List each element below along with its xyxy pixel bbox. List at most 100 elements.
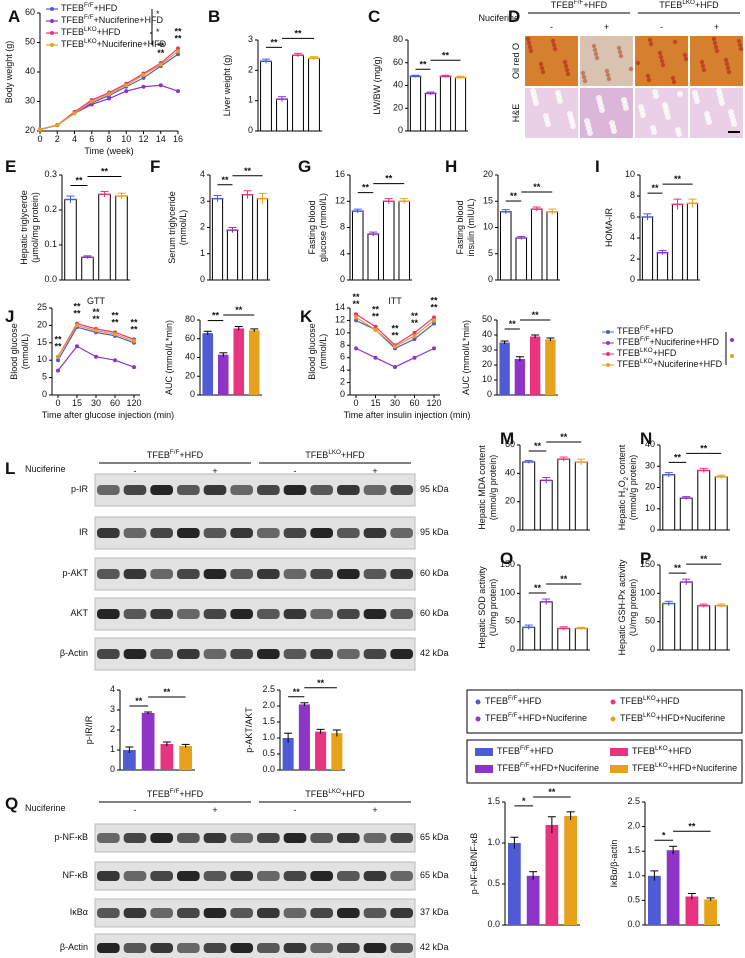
blot-band [230, 485, 253, 495]
x-tick-label: 0 [353, 398, 358, 408]
bar [679, 581, 693, 651]
blot-band [123, 833, 147, 843]
bar [64, 199, 77, 281]
row-label: p-IR [71, 484, 89, 494]
y-axis-label: Liver weight (g) [222, 55, 232, 117]
y-tick-label: 12 [335, 196, 345, 206]
y-tick-label: 60 [393, 57, 403, 67]
blot-band [283, 943, 307, 953]
blot-band [363, 871, 387, 881]
y-axis-label: (U/mg protein) [628, 579, 638, 637]
significance-label: ** [235, 305, 243, 315]
significance-label: ** [560, 574, 568, 584]
row-label: p-AKT [62, 568, 88, 578]
significance-label: ** [534, 583, 542, 593]
histology-texture [605, 72, 611, 78]
y-tick-label: 0 [340, 274, 345, 284]
blot-band [150, 569, 173, 579]
y-axis-label: Hepatic triglycerde [19, 190, 29, 265]
series-point [124, 89, 129, 94]
bar [439, 75, 452, 132]
bar [115, 195, 128, 281]
y-tick-label: 0.5 [262, 748, 275, 758]
y-tick-label: 0 [487, 389, 492, 399]
blot-band [283, 908, 307, 918]
legend-label: TFEBF/F+HFD [61, 2, 118, 13]
significance-label: ** [430, 296, 438, 306]
series-point [412, 333, 417, 338]
blot-band [337, 649, 360, 659]
y-tick-label: 20 [185, 371, 195, 381]
bar [424, 92, 437, 132]
series-point [393, 344, 397, 349]
histology-texture [683, 56, 689, 62]
panel-letter: A [8, 7, 20, 26]
significance-label: ** [54, 335, 62, 345]
x-axis-label: Time (week) [84, 146, 133, 156]
size-label: 42 kDa [420, 942, 449, 952]
blot-band [150, 485, 173, 495]
legend-label: TFEBF/F+HFD [485, 695, 542, 706]
y-axis-label: p-IR/IR [84, 715, 94, 744]
blot-band [97, 871, 120, 881]
y-tick-label: 40 [482, 329, 492, 339]
blot-band [230, 569, 253, 579]
series-point [373, 355, 378, 360]
blot-band [203, 649, 227, 659]
blot-band [390, 908, 413, 918]
legend-swatch [475, 716, 481, 722]
blot-band [337, 943, 360, 953]
significance-label: ** [73, 302, 81, 312]
significance-label: ** [92, 314, 100, 324]
legend-swatch [610, 716, 616, 722]
y-tick-label: 0 [510, 524, 515, 534]
blot-strip [94, 861, 416, 891]
treatment-sign: + [372, 805, 377, 815]
significance-label: ** [294, 29, 302, 39]
x-tick-label: 120 [426, 398, 441, 408]
significance-label: ** [385, 174, 393, 184]
significance-label: ** [163, 687, 171, 697]
bar [141, 713, 155, 770]
histology-texture [706, 119, 712, 125]
y-axis-label: Hepatic MDA content [477, 445, 487, 530]
bar [686, 202, 699, 281]
series-point [56, 368, 60, 373]
panel-letter: N [640, 429, 652, 448]
bar [526, 875, 540, 925]
significance-label: ** [157, 49, 165, 59]
panel-letter: H [445, 157, 457, 176]
y-tick-label: 4 [200, 169, 205, 179]
histology-texture [551, 42, 557, 48]
histology-texture [623, 105, 629, 111]
treatment-sign: - [294, 466, 297, 476]
histology-texture [672, 39, 678, 45]
blot-band [363, 528, 387, 538]
series-point [72, 111, 77, 116]
histology-texture [657, 50, 663, 56]
y-axis-label: (mmol/g protein) [488, 455, 498, 521]
series-point [124, 83, 129, 88]
blot-band [390, 528, 413, 538]
histology-texture [725, 65, 731, 71]
blot-strip [94, 823, 416, 853]
blot-strip [94, 473, 416, 507]
y-tick-label: 40 [645, 439, 655, 449]
y-tick-label: 0 [110, 764, 115, 774]
histology-texture [539, 65, 545, 71]
significance-label: ** [372, 305, 380, 315]
histology-texture [604, 68, 610, 74]
blot-band [337, 908, 360, 918]
y-axis-label: (mmol/L) [178, 210, 188, 246]
blot-band [203, 943, 227, 953]
row-label: β-Actin [60, 942, 88, 952]
histology-texture [712, 40, 718, 46]
histology-texture [651, 129, 657, 135]
blot-band [177, 485, 200, 495]
blot-band [230, 871, 253, 881]
group-label: TFEBF/F+HFD [147, 449, 204, 460]
stain-label: H&E [511, 104, 521, 123]
panel-letter: C [368, 7, 380, 26]
legend-swatch [475, 765, 493, 773]
x-tick-label: 120 [126, 398, 141, 408]
